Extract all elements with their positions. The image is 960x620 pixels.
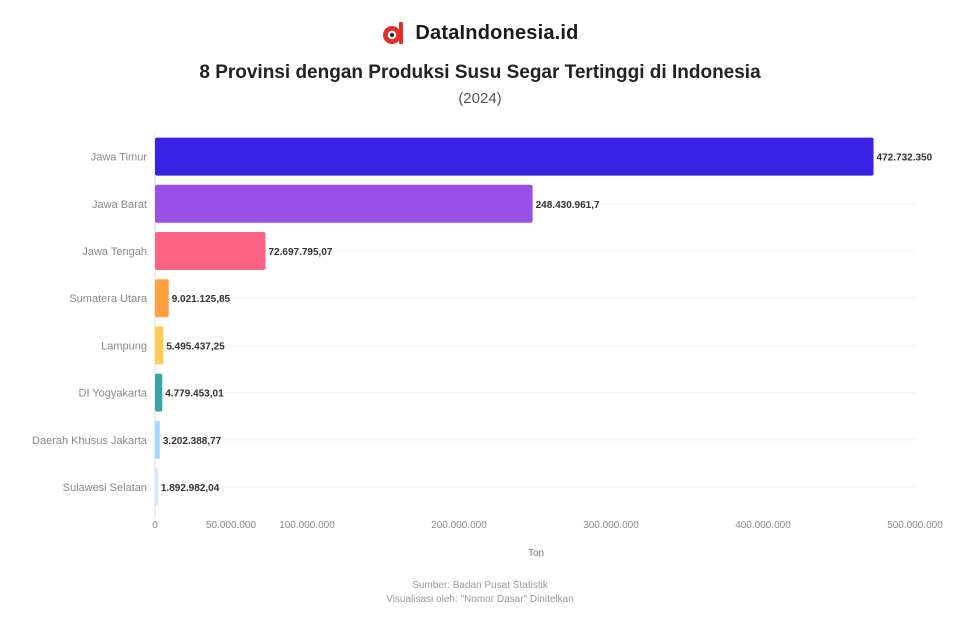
x-tick-label: 500.000.000 [887,520,943,531]
category-label: DI Yogyakarta [79,388,148,400]
value-label: 9.021.125,85 [172,294,231,305]
x-tick-label: 200.000.000 [431,520,487,531]
bar-lampung[interactable] [155,326,164,365]
category-labels: Jawa Timur Jawa Barat Jawa Tengah Sumatera … [32,152,148,494]
bar-di-yogyakarta[interactable] [155,373,163,412]
value-label: 472.732.350 [877,153,933,164]
bar-daerah-khusus-jakarta[interactable] [155,420,160,459]
category-label: Sumatera Utara [69,293,148,305]
value-label: 248.430.961,7 [536,200,600,211]
bar-jawa-timur[interactable] [155,137,874,176]
x-tick-label: 400.000.000 [735,520,791,531]
brand-header[interactable]: DataIndonesia.id [0,20,960,46]
source-note: Sumber: Badan Pusat Statistik [412,580,548,591]
category-label: Jawa Timur [91,152,148,164]
dataindonesia-logo-icon [383,22,404,44]
bars [155,137,874,506]
value-label: 1.892.982,04 [161,483,220,494]
category-label: Lampung [101,340,147,352]
x-tick-label: 0 [152,520,158,531]
x-axis-ticks: 0 50.000.000 100.000.000 200.000.000 300.000… [152,520,943,531]
chart-footer: Sumber: Badan Pusat Statistik Visualisas… [0,579,960,607]
bar-jawa-barat[interactable] [155,184,533,223]
chart-subtitle: (2024) [458,90,502,107]
bar-sumatera-utara[interactable] [155,279,169,318]
credit-note: Visualisasi oleh: "Nomor Dasar" Dinitelk… [386,594,574,605]
chart-title: 8 Provinsi dengan Produksi Susu Segar Te… [199,62,761,83]
bar-sulawesi-selatan[interactable] [155,468,158,506]
value-label: 72.697.795,07 [269,247,333,258]
value-label: 3.202.388,77 [163,436,222,447]
category-label: Jawa Tengah [82,246,147,258]
value-label: 5.495.437,25 [166,341,225,352]
bar-jawa-tengah[interactable] [155,232,266,270]
x-axis-label: Ton [528,548,544,559]
category-label: Sulawesi Selatan [63,482,147,494]
category-label: Daerah Khusus Jakarta [32,435,148,447]
x-tick-label: 100.000.000 [279,520,335,531]
x-tick-label: 50.000.000 [206,520,256,531]
x-tick-label: 300.000.000 [583,520,639,531]
value-label: 4.779.453,01 [165,389,224,400]
category-label: Jawa Barat [92,199,147,211]
brand-name: DataIndonesia.id [415,21,579,44]
value-labels: 472.732.350 248.430.961,7 72.697.795,07 9.0… [161,153,933,494]
